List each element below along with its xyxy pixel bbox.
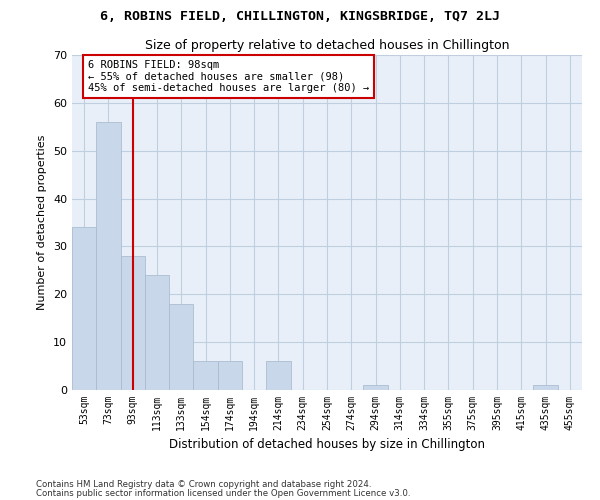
- Bar: [533, 385, 558, 390]
- Text: Contains HM Land Registry data © Crown copyright and database right 2024.: Contains HM Land Registry data © Crown c…: [36, 480, 371, 489]
- Bar: [218, 362, 242, 390]
- Title: Size of property relative to detached houses in Chillington: Size of property relative to detached ho…: [145, 40, 509, 52]
- Bar: [145, 275, 169, 390]
- Bar: [169, 304, 193, 390]
- Bar: [266, 362, 290, 390]
- Text: Contains public sector information licensed under the Open Government Licence v3: Contains public sector information licen…: [36, 488, 410, 498]
- Y-axis label: Number of detached properties: Number of detached properties: [37, 135, 47, 310]
- Text: 6 ROBINS FIELD: 98sqm
← 55% of detached houses are smaller (98)
45% of semi-deta: 6 ROBINS FIELD: 98sqm ← 55% of detached …: [88, 60, 369, 93]
- Text: 6, ROBINS FIELD, CHILLINGTON, KINGSBRIDGE, TQ7 2LJ: 6, ROBINS FIELD, CHILLINGTON, KINGSBRIDG…: [100, 10, 500, 23]
- X-axis label: Distribution of detached houses by size in Chillington: Distribution of detached houses by size …: [169, 438, 485, 452]
- Bar: [96, 122, 121, 390]
- Bar: [193, 362, 218, 390]
- Bar: [121, 256, 145, 390]
- Bar: [72, 228, 96, 390]
- Bar: [364, 385, 388, 390]
